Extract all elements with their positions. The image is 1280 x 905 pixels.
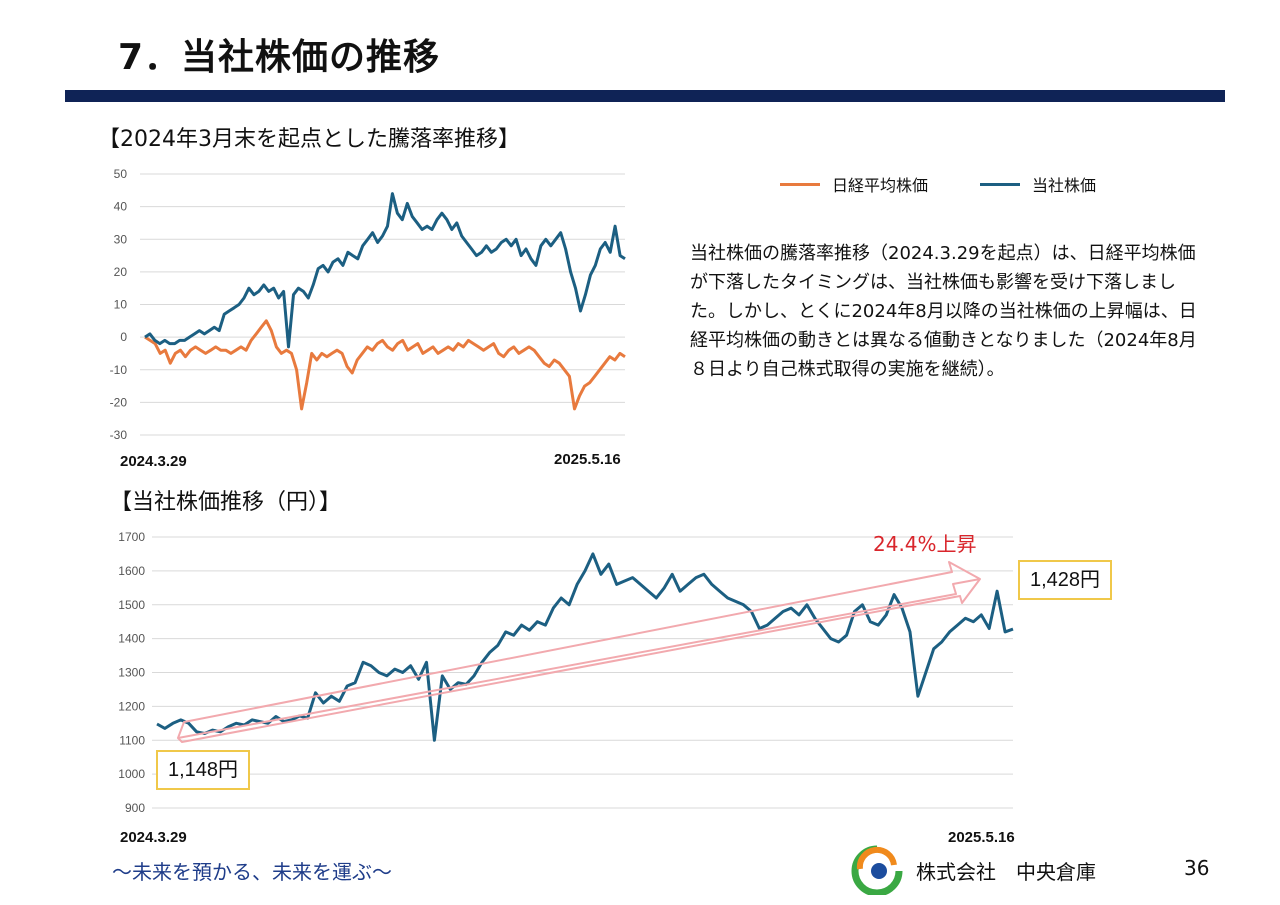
chart1-series-line-2 — [144, 192, 626, 349]
trend-arrow — [177, 561, 981, 743]
legend-nikkei: 日経平均株価 — [780, 172, 928, 196]
chart1-y-tick: -20 — [110, 395, 128, 409]
chart1-y-tick: 0 — [120, 330, 127, 344]
chart1-series-line-1 — [144, 319, 626, 411]
chart1-y-tick: 10 — [114, 298, 128, 312]
chart2-y-tick: 1300 — [118, 666, 145, 680]
legend-company-label: 当社株価 — [1032, 176, 1097, 195]
rise-annotation: 24.4%上昇 — [873, 532, 977, 556]
chart1-x-start: 2024.3.29 — [120, 453, 187, 470]
chart2-title: 【当社株価推移（円）】 — [110, 490, 342, 515]
footer-slogan: ～未来を預かる、未来を運ぶ～ — [112, 860, 392, 884]
chart1-y-tick: -10 — [110, 363, 128, 377]
chart2-y-tick: 1200 — [118, 699, 145, 713]
end-price-callout: 1,428円 — [1018, 560, 1113, 600]
chart2-y-tick: 1600 — [118, 564, 145, 578]
legend-nikkei-label: 日経平均株価 — [832, 176, 929, 195]
legend-nikkei-swatch — [780, 182, 820, 186]
chart2-y-tick: 1500 — [118, 598, 145, 612]
chart2-series-line-1 — [156, 552, 1014, 742]
page-title: 7．当社株価の推移 — [118, 37, 441, 78]
chart2-y-tick: 1700 — [118, 530, 145, 544]
legend-company-swatch — [980, 182, 1020, 186]
chart1-title: 【2024年3月末を起点とした騰落率推移】 — [98, 127, 520, 152]
chart1-y-tick: 30 — [114, 232, 128, 246]
company-logo-icon — [851, 845, 903, 895]
start-price-callout: 1,148円 — [156, 750, 251, 790]
chart1-y-tick: -30 — [110, 428, 128, 442]
chart1-x-end: 2025.5.16 — [554, 451, 621, 468]
chart2-y-tick: 900 — [125, 801, 145, 815]
chart2-x-start: 2024.3.29 — [120, 829, 187, 846]
chart1-y-tick: 20 — [114, 265, 128, 279]
chart2-y-tick: 1000 — [118, 767, 145, 781]
commentary-text: 当社株価の騰落率推移（2024.3.29を起点）は、日経平均株価が下落したタイミ… — [690, 243, 1197, 380]
legend-company: 当社株価 — [980, 172, 1096, 196]
chart2-y-tick: 1100 — [119, 733, 145, 747]
chart1-y-tick: 40 — [114, 200, 128, 214]
page-number: 36 — [1184, 856, 1210, 880]
chart1-y-tick: 50 — [114, 167, 128, 181]
title-underline — [65, 90, 1225, 102]
chart2-y-tick: 1400 — [118, 632, 145, 646]
chart2-x-end: 2025.5.16 — [948, 829, 1015, 846]
company-name: 株式会社 中央倉庫 — [916, 860, 1096, 884]
